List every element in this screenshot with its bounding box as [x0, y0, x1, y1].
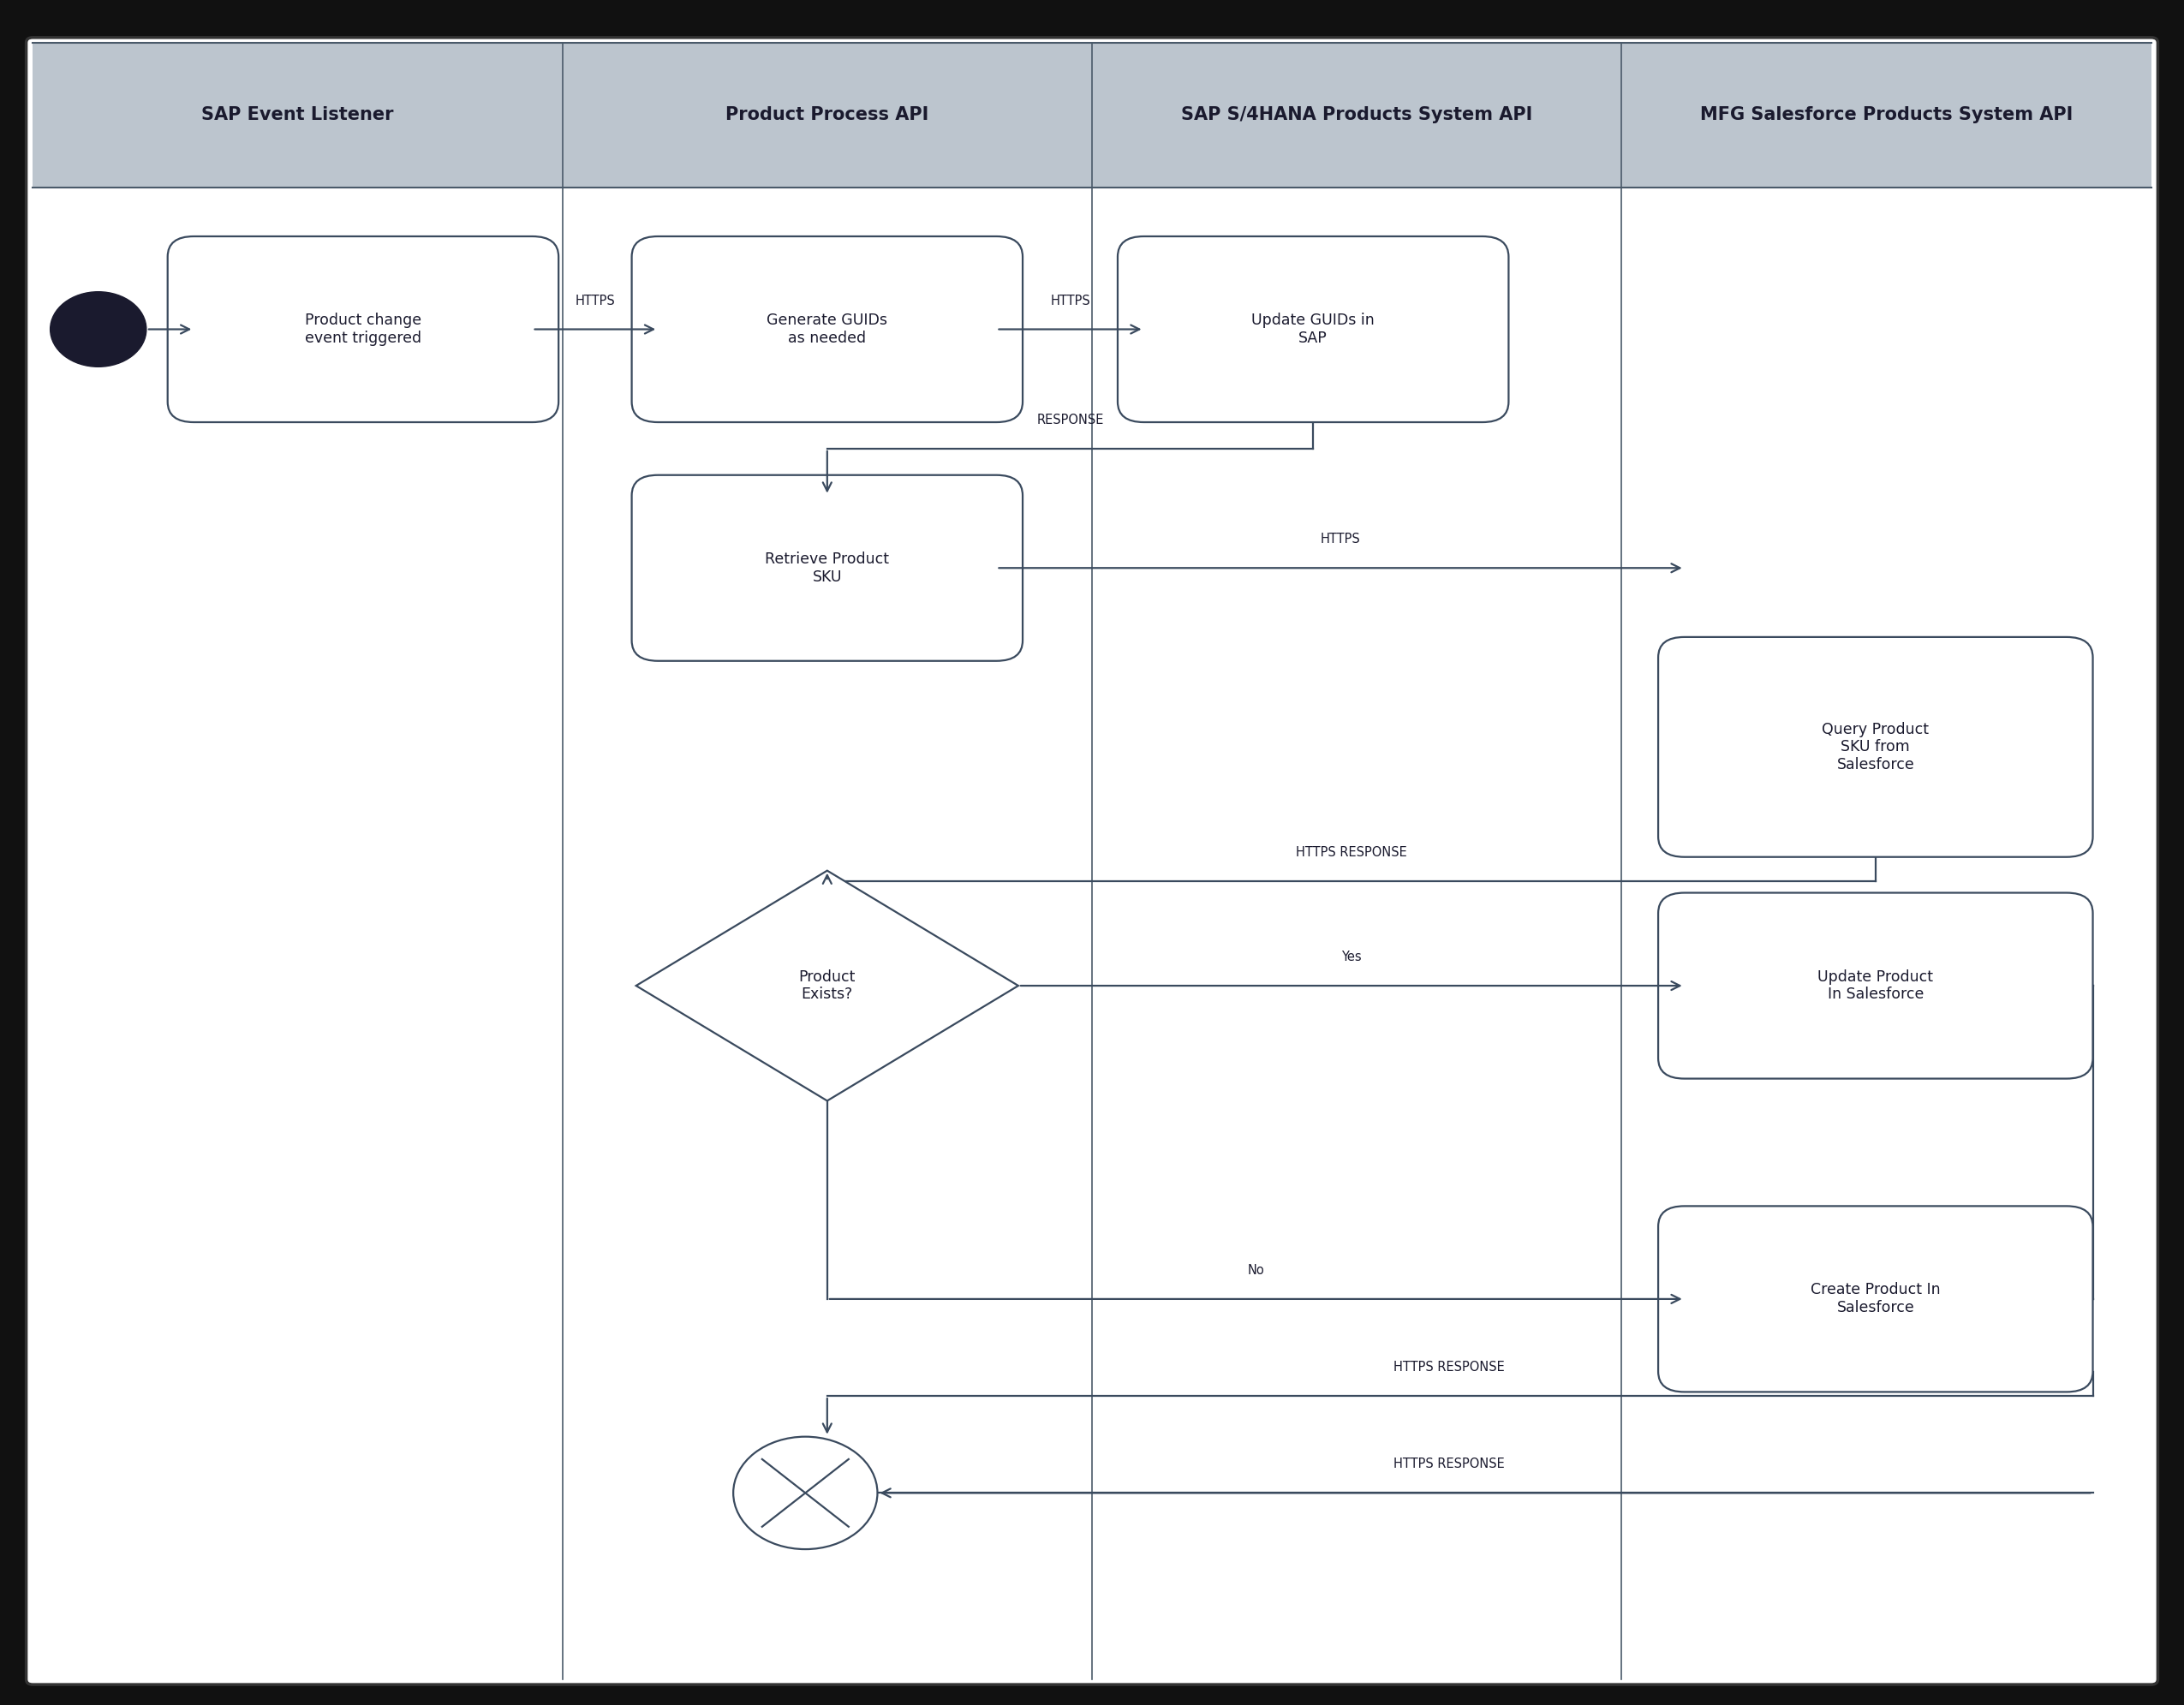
Text: SAP S/4HANA Products System API: SAP S/4HANA Products System API — [1182, 106, 1533, 124]
Text: No: No — [1247, 1263, 1265, 1277]
Text: RESPONSE: RESPONSE — [1037, 414, 1103, 426]
Polygon shape — [636, 871, 1018, 1101]
FancyBboxPatch shape — [631, 237, 1022, 423]
Text: Update Product
In Salesforce: Update Product In Salesforce — [1817, 968, 1933, 1003]
FancyBboxPatch shape — [1118, 237, 1509, 423]
Text: HTTPS RESPONSE: HTTPS RESPONSE — [1295, 846, 1406, 859]
Text: Yes: Yes — [1341, 951, 1361, 963]
Text: HTTPS RESPONSE: HTTPS RESPONSE — [1393, 1361, 1505, 1374]
Text: HTTPS: HTTPS — [574, 295, 616, 307]
Text: SAP Event Listener: SAP Event Listener — [201, 106, 393, 124]
Text: Retrieve Product
SKU: Retrieve Product SKU — [764, 551, 889, 585]
Bar — [33, 43, 2151, 188]
Circle shape — [50, 292, 146, 367]
Text: MFG Salesforce Products System API: MFG Salesforce Products System API — [1699, 106, 2073, 124]
Text: HTTPS RESPONSE: HTTPS RESPONSE — [1393, 1458, 1505, 1471]
FancyBboxPatch shape — [1658, 1205, 2092, 1391]
Text: HTTPS: HTTPS — [1051, 295, 1090, 307]
Text: Update GUIDs in
SAP: Update GUIDs in SAP — [1251, 312, 1374, 346]
FancyBboxPatch shape — [631, 476, 1022, 662]
Text: Product change
event triggered: Product change event triggered — [306, 312, 422, 346]
FancyBboxPatch shape — [168, 237, 559, 423]
Text: Query Product
SKU from
Salesforce: Query Product SKU from Salesforce — [1821, 721, 1928, 772]
Text: Product Process API: Product Process API — [725, 106, 928, 124]
FancyBboxPatch shape — [1658, 893, 2092, 1079]
Text: Generate GUIDs
as needed: Generate GUIDs as needed — [767, 312, 887, 346]
Circle shape — [734, 1437, 878, 1550]
FancyBboxPatch shape — [26, 38, 2158, 1685]
Text: Create Product In
Salesforce: Create Product In Salesforce — [1811, 1282, 1939, 1316]
FancyBboxPatch shape — [1658, 638, 2092, 858]
Text: Product
Exists?: Product Exists? — [799, 968, 856, 1003]
Text: HTTPS: HTTPS — [1321, 534, 1361, 546]
